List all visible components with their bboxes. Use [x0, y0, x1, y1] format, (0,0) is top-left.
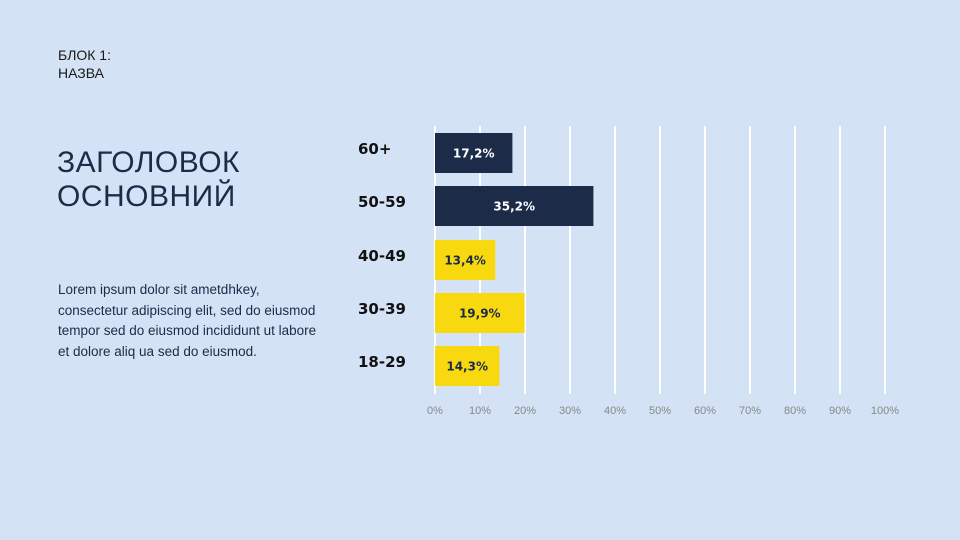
bar-value-label: 17,2%	[453, 147, 495, 161]
block-label-line-1: БЛОК 1:	[58, 47, 111, 63]
body-line: et dolore aliq ua sed do eiusmod.	[58, 343, 257, 359]
category-label: 40-49	[358, 247, 406, 265]
x-tick-label: 40%	[604, 405, 626, 417]
x-tick-label: 20%	[514, 405, 536, 417]
page-title: ЗАГОЛОВОК ОСНОВНИЙ	[57, 146, 240, 214]
body-line: tempor sed do eiusmod incididunt ut labo…	[58, 323, 317, 338]
x-tick-label: 60%	[694, 405, 716, 417]
body-line: consectetur adipiscing elit, sed do eius…	[58, 302, 316, 318]
x-tick-label: 10%	[469, 405, 491, 417]
x-tick-label: 100%	[871, 405, 899, 417]
x-tick-label: 50%	[649, 405, 671, 417]
x-tick-label: 30%	[559, 405, 581, 417]
bar	[435, 186, 594, 226]
category-label: 30-39	[358, 300, 406, 318]
bar	[435, 293, 525, 333]
bar-value-label: 14,3%	[446, 360, 488, 374]
block-label-line-2: НАЗВА	[58, 65, 104, 81]
bar	[435, 240, 496, 280]
block-label: БЛОК 1: НАЗВА	[58, 46, 111, 82]
category-label: 18-29	[358, 353, 406, 371]
page-title-line-2: ОСНОВНИЙ	[57, 180, 236, 213]
bar-value-label: 13,4%	[444, 254, 486, 268]
x-tick-label: 80%	[784, 405, 806, 417]
bar-value-label: 19,9%	[459, 307, 501, 321]
bar	[435, 346, 500, 386]
page-title-line-1: ЗАГОЛОВОК	[57, 146, 241, 179]
x-tick-label: 70%	[739, 405, 761, 417]
x-tick-label: 90%	[829, 405, 851, 417]
category-label: 50-59	[358, 193, 406, 211]
bar	[435, 133, 513, 173]
category-label: 60+	[358, 140, 391, 158]
body-line: Lorem ipsum dolor sit ametdhkey,	[58, 282, 260, 297]
body-paragraph: Lorem ipsum dolor sit ametdhkey, consect…	[58, 280, 333, 362]
bar-value-label: 35,2%	[493, 200, 535, 214]
x-tick-label: 0%	[427, 405, 443, 417]
